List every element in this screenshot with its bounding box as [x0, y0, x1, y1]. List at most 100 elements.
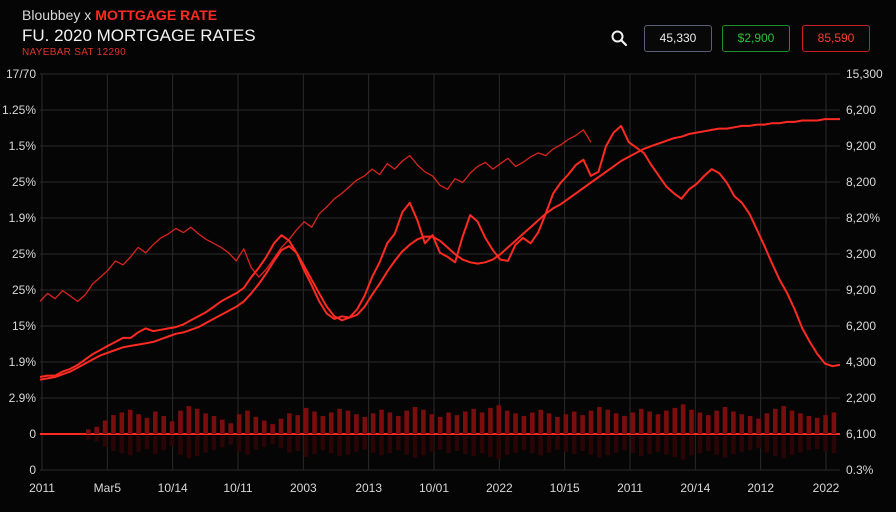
brand-highlight: MOTTGAGE RATE: [95, 7, 218, 23]
volume-bar-reflection: [153, 436, 158, 454]
volume-bar: [429, 414, 435, 434]
volume-bar: [814, 417, 820, 434]
quote-box-red[interactable]: 85,590: [802, 25, 870, 52]
volume-bar-reflection: [111, 436, 116, 452]
volume-bar-reflection: [772, 436, 778, 457]
volume-bar: [395, 416, 401, 434]
volume-bar: [404, 410, 409, 434]
volume-bar-reflection: [664, 436, 669, 455]
quote-box-green[interactable]: $2,900: [722, 25, 790, 52]
y-right-tick-label: 6,100: [846, 427, 876, 441]
volume-bar-reflection: [119, 436, 125, 454]
volume-bar-reflection: [178, 436, 183, 455]
volume-bar-reflection: [597, 436, 602, 458]
volume-bar: [362, 416, 368, 434]
volume-bar-reflection: [94, 436, 99, 442]
x-tick-label: 2011: [29, 481, 55, 495]
volume-bar-reflection: [236, 436, 242, 452]
volume-bar: [722, 407, 728, 434]
x-tick-label: 10/11: [223, 481, 252, 495]
volume-bar: [463, 411, 468, 434]
volume-bar-reflection: [756, 436, 761, 449]
y-left-tick-label: 25%: [12, 283, 36, 297]
brand-name: Bloubbey x: [22, 7, 92, 23]
volume-bar-reflection: [823, 436, 828, 452]
volume-bar: [630, 412, 636, 434]
volume-bar-reflection: [295, 436, 301, 452]
x-tick-label: 20/14: [680, 481, 710, 495]
volume-bar: [781, 406, 786, 434]
y-left-tick-label: 25%: [12, 247, 36, 261]
volume-bar-reflection: [446, 436, 451, 454]
volume-bar-reflection: [563, 436, 569, 452]
volume-bar: [739, 414, 745, 434]
volume-bar-reflection: [211, 436, 217, 451]
volume-bar: [496, 405, 502, 434]
quote-box-neutral[interactable]: 45,330: [644, 25, 712, 52]
volume-bar-reflection: [312, 436, 317, 454]
volume-bar: [144, 417, 150, 434]
volume-bar-reflection: [228, 436, 234, 445]
volume-bar: [647, 411, 652, 434]
y-left-tick-label: 0: [29, 463, 36, 477]
volume-bar: [672, 407, 678, 434]
volume-bar: [328, 412, 334, 434]
volume-bar: [580, 415, 585, 434]
volume-bar-reflection: [764, 436, 770, 453]
volume-bar: [705, 415, 711, 434]
volume-bar: [546, 413, 552, 434]
volume-bar: [245, 410, 250, 434]
volume-bar-reflection: [630, 436, 636, 454]
volume-bar-reflection: [245, 436, 250, 455]
y-right-tick-label: 9,200: [846, 283, 876, 297]
volume-bar: [789, 410, 795, 434]
search-icon[interactable]: [610, 29, 628, 47]
volume-bar-reflection: [412, 436, 418, 458]
volume-bar-reflection: [454, 436, 460, 452]
volume-bar: [798, 413, 803, 434]
volume-bar-reflection: [194, 436, 200, 457]
volume-bar: [161, 416, 167, 434]
volume-bar: [471, 408, 476, 434]
y-right-tick-label: 6,200: [846, 319, 876, 333]
volume-bar-reflection: [647, 436, 652, 454]
volume-bar: [295, 415, 301, 434]
volume-bar-reflection: [588, 436, 594, 455]
y-right-tick-label: 0.3%: [846, 463, 874, 477]
volume-bar: [86, 429, 91, 434]
volume-bar: [337, 408, 342, 434]
volume-bar: [136, 414, 141, 434]
x-tick-label: 10/14: [158, 481, 188, 495]
y-left-tick-label: 1.9%: [9, 355, 37, 369]
volume-bar-reflection: [638, 436, 644, 457]
volume-bar: [655, 414, 661, 434]
volume-bar-reflection: [220, 436, 225, 448]
rate-series-line: [39, 124, 841, 378]
volume-bar: [228, 423, 234, 434]
rate-series-line: [39, 118, 840, 381]
volume-bar: [303, 407, 309, 434]
volume-bar-reflection: [831, 436, 837, 454]
volume-bar-reflection: [437, 436, 443, 450]
volume-bar: [446, 412, 451, 434]
volume-bar-reflection: [337, 436, 342, 457]
x-tick-label: 10/01: [419, 481, 449, 495]
volume-bar: [513, 413, 518, 434]
volume-bar-reflection: [463, 436, 468, 454]
volume-bar-reflection: [379, 436, 384, 456]
volume-bar: [504, 410, 510, 434]
x-tick-label: 2012: [747, 481, 774, 495]
x-tick-label: 2011: [617, 481, 643, 495]
volume-bar-reflection: [672, 436, 678, 457]
volume-bar: [387, 412, 393, 434]
volume-bar-reflection: [303, 436, 309, 457]
volume-bar: [178, 410, 183, 434]
volume-bar-reflection: [136, 436, 141, 452]
volume-bar-reflection: [127, 436, 133, 456]
volume-bar-reflection: [488, 436, 493, 457]
volume-bar-reflection: [370, 436, 376, 453]
volume-bar-reflection: [395, 436, 401, 451]
volume-bar: [320, 416, 326, 434]
volume-bar: [714, 410, 719, 434]
y-left-tick-label: 2.9%: [9, 391, 37, 405]
